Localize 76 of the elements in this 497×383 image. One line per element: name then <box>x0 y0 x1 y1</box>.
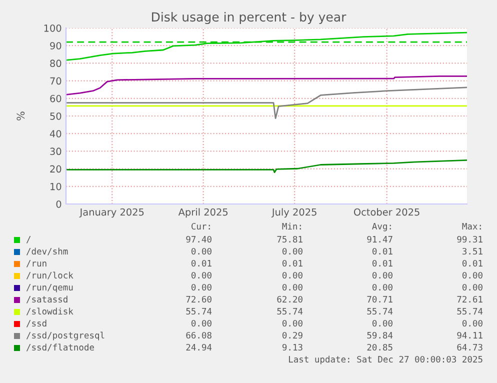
text: 94.11 <box>457 332 482 339</box>
text: 59.84 <box>367 332 393 339</box>
text: 0.01 <box>372 248 392 255</box>
text: 0.00 <box>192 248 212 255</box>
line-series <box>66 86 467 119</box>
text: 0.00 <box>282 284 302 291</box>
line-series <box>66 159 467 174</box>
text: 0.00 <box>462 284 482 291</box>
y-tick-label: 60 <box>50 94 62 102</box>
text: 91.47 <box>367 236 392 243</box>
text: 0.00 <box>282 248 302 255</box>
text: 75.81 <box>277 236 302 243</box>
legend-label: /satassd <box>26 296 68 304</box>
text: 0.01 <box>462 260 482 267</box>
text: Min: <box>282 222 301 230</box>
y-axis-title: % <box>16 112 25 120</box>
text: 24.94 <box>186 344 212 351</box>
legend-label: /slowdisk <box>26 308 74 316</box>
text: Cur: <box>192 222 210 230</box>
text: 0.01 <box>372 260 392 267</box>
text: 0.00 <box>192 284 212 291</box>
text: 0.00 <box>282 320 302 327</box>
y-tick-label: 10 <box>50 182 62 190</box>
text: 55.74 <box>277 308 303 315</box>
text: 0.00 <box>282 272 302 279</box>
y-tick-label: 20 <box>50 165 62 173</box>
y-tick-label: 0 <box>56 200 62 208</box>
x-tick-label: January 2025 <box>79 208 144 218</box>
text: 0.29 <box>282 332 302 339</box>
text: Max: <box>462 223 481 230</box>
y-tick-label: 40 <box>50 130 62 138</box>
text: 55.74 <box>186 308 212 315</box>
legend-label: /run <box>26 260 46 268</box>
x-tick-label: July 2025 <box>271 208 316 218</box>
text: 55.74 <box>457 308 483 315</box>
y-tick-label: 90 <box>50 42 62 50</box>
legend-label: /run/qemu <box>26 284 73 292</box>
text: Avg: <box>372 223 391 232</box>
y-tick-label: 50 <box>50 112 62 120</box>
x-tick-label: October 2025 <box>354 208 420 216</box>
text: 9.13 <box>282 344 302 351</box>
legend-label: /run/lock <box>26 272 74 280</box>
chart-title: Disk usage in percent - by year <box>152 12 346 24</box>
text: 0.00 <box>372 272 392 279</box>
text: 97.40 <box>186 236 212 243</box>
y-tick-label: 80 <box>50 60 62 68</box>
text: 0.00 <box>462 320 482 327</box>
legend-label: /dev/shm <box>26 248 68 256</box>
line-series <box>66 32 467 61</box>
legend-label: /ssd/postgresql <box>26 332 104 340</box>
line-series <box>66 76 467 96</box>
text: 72.61 <box>457 296 482 303</box>
text: 66.08 <box>186 332 212 339</box>
text: 20.85 <box>367 344 392 351</box>
text: 64.73 <box>457 344 482 351</box>
y-tick-label: 30 <box>50 148 62 156</box>
x-tick-label: April 2025 <box>178 208 228 218</box>
text: 62.20 <box>277 296 302 303</box>
text: 0.00 <box>192 272 212 279</box>
legend-label: /ssd/flatnode <box>26 344 94 352</box>
text: 3.51 <box>462 248 482 255</box>
legend-label: /ssd <box>26 320 46 328</box>
text: 0.00 <box>372 284 392 291</box>
legend-label: / <box>26 236 31 244</box>
text: 0.01 <box>282 260 302 267</box>
text: 0.01 <box>192 260 212 267</box>
text: 55.74 <box>367 308 393 315</box>
text: 0.00 <box>462 272 482 279</box>
text: 70.71 <box>367 296 392 303</box>
y-tick-label: 100 <box>44 24 62 32</box>
text: 0.00 <box>192 320 212 327</box>
text: 99.31 <box>457 236 482 243</box>
text: 0.00 <box>372 320 392 327</box>
text: Last update: Sat Dec 27 00:00:03 2025 <box>289 356 482 364</box>
text: 72.60 <box>186 296 212 303</box>
y-tick-label: 70 <box>50 77 62 85</box>
